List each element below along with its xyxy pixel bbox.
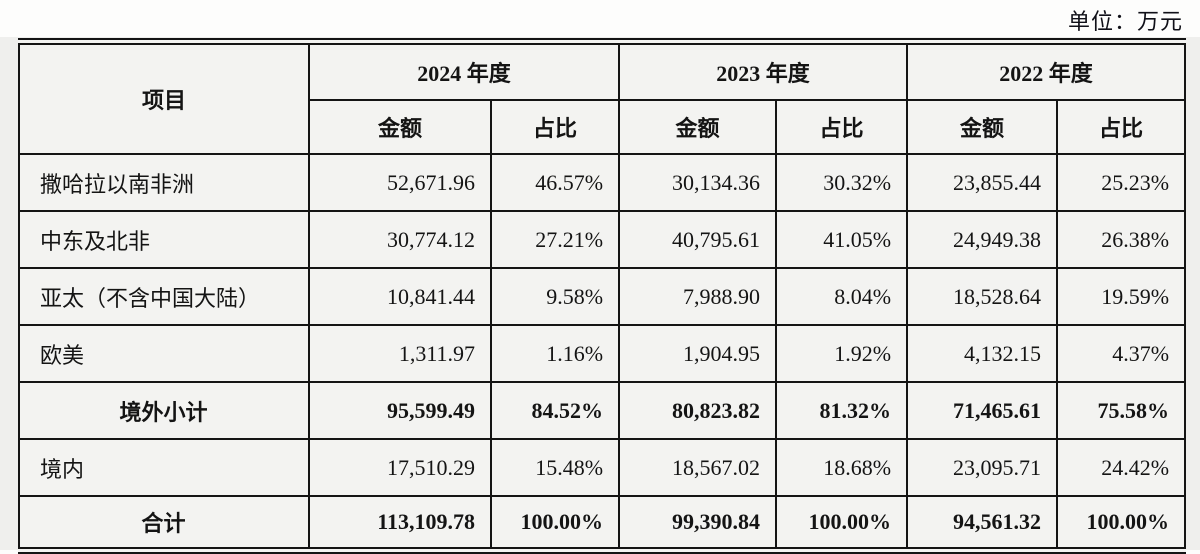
row-label: 合计 [18,495,310,552]
ratio-cell-2022: 100.00% [1056,495,1187,552]
amount-cell-2023: 30,134.36 [618,153,778,212]
amount-cell-2022: 94,561.32 [906,495,1059,552]
row-label: 亚太（不含中国大陆） [18,267,310,326]
amount-cell-2024: 95,599.49 [308,381,492,440]
amount-cell-2024: 1,311.97 [308,324,492,383]
amount-cell-2023: 80,823.82 [618,381,778,440]
amount-cell-2024: 10,841.44 [308,267,492,326]
row-label: 境内 [18,438,310,497]
table-row-overseas-subtotal: 境外小计 95,599.49 84.52% 80,823.82 81.32% 7… [18,381,1187,440]
ratio-cell-2023: 18.68% [775,438,909,497]
ratio-cell-2023: 81.32% [775,381,909,440]
amount-cell-2023: 40,795.61 [618,210,778,269]
amount-cell-2022: 71,465.61 [906,381,1059,440]
table-row-europe-america: 欧美 1,311.97 1.16% 1,904.95 1.92% 4,132.1… [18,324,1187,383]
amount-cell-2022: 24,949.38 [906,210,1059,269]
amount-cell-2023: 99,390.84 [618,495,778,552]
amount-cell-2023: 1,904.95 [618,324,778,383]
amount-cell-2024: 30,774.12 [308,210,492,269]
amount-cell-2022: 4,132.15 [906,324,1059,383]
column-header-ratio-2024: 占比 [489,99,621,155]
column-header-item: 项目 [18,40,310,155]
column-header-year-2024: 2024 年度 [307,40,621,101]
column-header-year-2023: 2023 年度 [618,40,909,101]
table-row-domestic: 境内 17,510.29 15.48% 18,567.02 18.68% 23,… [18,438,1187,497]
row-label: 中东及北非 [18,210,310,269]
ratio-cell-2023: 1.92% [775,324,909,383]
table-row-total: 合计 113,109.78 100.00% 99,390.84 100.00% … [18,495,1187,552]
ratio-cell-2022: 4.37% [1056,324,1187,383]
amount-cell-2024: 52,671.96 [308,153,492,212]
ratio-cell-2024: 15.48% [489,438,621,497]
revenue-by-region-table: 项目 2024 年度 2023 年度 2022 年度 金额 占比 金额 占比 金… [18,38,1187,554]
ratio-cell-2023: 100.00% [775,495,909,552]
ratio-cell-2024: 27.21% [489,210,621,269]
ratio-cell-2022: 24.42% [1056,438,1187,497]
ratio-cell-2024: 9.58% [489,267,621,326]
amount-cell-2022: 23,095.71 [906,438,1059,497]
ratio-cell-2023: 41.05% [775,210,909,269]
ratio-cell-2024: 100.00% [489,495,621,552]
header-year-row: 项目 2024 年度 2023 年度 2022 年度 [18,40,1187,155]
table-row-middle-east-north-africa: 中东及北非 30,774.12 27.21% 40,795.61 41.05% … [18,210,1187,269]
ratio-cell-2024: 46.57% [489,153,621,212]
ratio-cell-2022: 26.38% [1056,210,1187,269]
column-header-year-2022: 2022 年度 [906,40,1187,101]
row-label: 撒哈拉以南非洲 [18,153,310,212]
ratio-cell-2024: 84.52% [489,381,621,440]
amount-cell-2023: 7,988.90 [618,267,778,326]
ratio-cell-2022: 75.58% [1056,381,1187,440]
column-header-amount-2023: 金额 [618,99,778,155]
column-header-ratio-2022: 占比 [1056,99,1187,155]
column-header-ratio-2023: 占比 [775,99,909,155]
header-sub-row: 金额 占比 金额 占比 金额 占比 [19,99,1187,155]
amount-cell-2022: 23,855.44 [906,153,1059,212]
column-header-amount-2024: 金额 [308,99,492,155]
ratio-cell-2023: 8.04% [775,267,909,326]
amount-cell-2024: 17,510.29 [308,438,492,497]
ratio-cell-2022: 25.23% [1056,153,1187,212]
amount-cell-2022: 18,528.64 [906,267,1059,326]
row-label: 境外小计 [18,381,310,440]
ratio-cell-2022: 19.59% [1056,267,1187,326]
ratio-cell-2023: 30.32% [775,153,909,212]
unit-label: 单位：万元 [1067,9,1183,34]
amount-cell-2024: 113,109.78 [308,495,492,552]
table-row-asia-pacific: 亚太（不含中国大陆） 10,841.44 9.58% 7,988.90 8.04… [18,267,1187,326]
amount-cell-2023: 18,567.02 [618,438,778,497]
table-row-sub-saharan-africa: 撒哈拉以南非洲 52,671.96 46.57% 30,134.36 30.32… [18,153,1187,212]
ratio-cell-2024: 1.16% [489,324,621,383]
row-label: 欧美 [18,324,310,383]
column-header-amount-2022: 金额 [906,99,1059,155]
